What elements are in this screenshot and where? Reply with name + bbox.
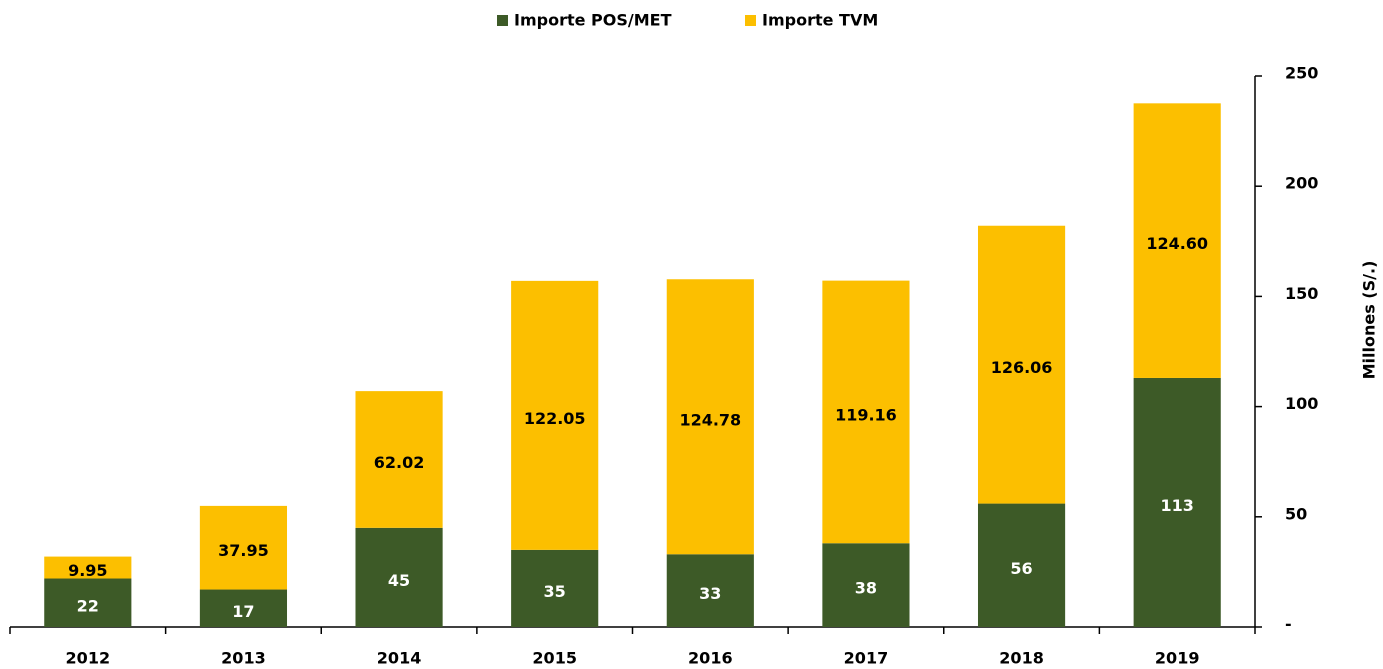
data-label: 45 (388, 571, 410, 590)
y-tick-label: 100 (1285, 394, 1318, 413)
legend-label: Importe TVM (762, 11, 878, 30)
data-label: 9.95 (68, 561, 107, 580)
bar-segment (355, 527, 443, 627)
bar-segment (666, 554, 754, 627)
y-tick-label: - (1285, 615, 1292, 634)
x-tick-label: 2018 (999, 649, 1044, 668)
y-tick-label: 250 (1285, 64, 1318, 83)
data-label: 119.16 (835, 405, 897, 424)
bar-segment (977, 503, 1066, 627)
y-tick-label: 200 (1285, 174, 1318, 193)
legend-swatch (497, 15, 508, 26)
data-label: 38 (855, 579, 877, 598)
data-label: 56 (1010, 559, 1032, 578)
bar-segment (511, 280, 599, 550)
x-tick-label: 2014 (377, 649, 422, 668)
bar-segment (1133, 377, 1221, 627)
data-label: 124.78 (679, 410, 741, 429)
data-label: 122.05 (524, 409, 586, 428)
y-tick-label: 50 (1285, 504, 1307, 523)
bar-segment (199, 589, 288, 627)
x-tick-label: 2015 (532, 649, 577, 668)
x-tick-label: 2013 (221, 649, 266, 668)
legend-swatch (745, 15, 756, 26)
data-label: 22 (77, 596, 99, 615)
x-tick-label: 2012 (66, 649, 111, 668)
bar-segment (44, 556, 132, 579)
legend-label: Importe POS/MET (514, 11, 672, 30)
y-tick-label: 150 (1285, 284, 1318, 303)
x-tick-label: 2019 (1155, 649, 1200, 668)
bar-segment (199, 505, 288, 590)
data-label: 62.02 (374, 453, 425, 472)
x-tick-label: 2016 (688, 649, 733, 668)
bar-segment (822, 280, 910, 544)
bar-segment (822, 543, 910, 627)
data-label: 35 (544, 582, 566, 601)
y-axis-label: Millones (S/.) (1360, 261, 1379, 380)
data-label: 17 (232, 602, 254, 621)
data-label: 124.60 (1146, 234, 1208, 253)
bar-segment (355, 391, 443, 528)
data-label: 37.95 (218, 541, 269, 560)
data-label: 126.06 (991, 358, 1053, 377)
data-label: 33 (699, 584, 721, 603)
bar-segment (666, 279, 754, 555)
x-tick-label: 2017 (844, 649, 889, 668)
bar-segment (1133, 103, 1221, 378)
bar-segment (511, 549, 599, 627)
data-label: 113 (1160, 496, 1193, 515)
bar-segment (977, 225, 1066, 504)
bar-segment (44, 578, 132, 627)
